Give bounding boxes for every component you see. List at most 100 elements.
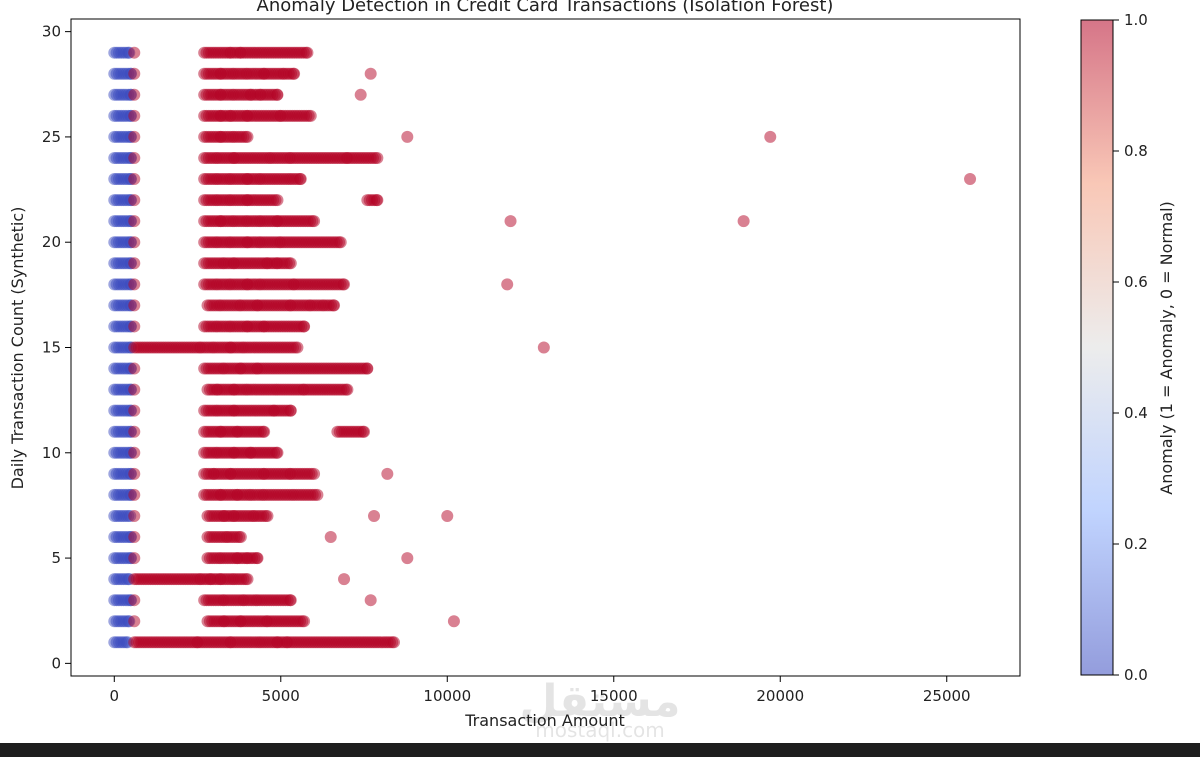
- anomaly-point: [128, 151, 141, 164]
- anomaly-point: [537, 341, 550, 354]
- anomaly-point: [128, 46, 141, 59]
- y-axis-ticks: 0 5 10 15 20 25 30: [42, 23, 71, 672]
- x-tick-label: 5000: [262, 687, 300, 705]
- anomaly-point: [271, 446, 284, 459]
- anomaly-point: [128, 215, 141, 228]
- anomaly-point: [128, 236, 141, 249]
- anomaly-point: [128, 109, 141, 122]
- anomaly-point: [128, 488, 141, 501]
- anomaly-point: [128, 509, 141, 522]
- y-tick-label: 25: [42, 128, 61, 146]
- anomaly-point: [128, 278, 141, 291]
- watermark: مستقل mostaql.com: [520, 676, 681, 742]
- anomaly-point: [284, 404, 297, 417]
- anomaly-point: [234, 531, 247, 544]
- anomaly-point: [341, 383, 354, 396]
- anomaly-point: [241, 573, 254, 586]
- anomaly-point: [128, 467, 141, 480]
- x-axis-ticks: 0 5000 10000 15000 20000 25000: [110, 676, 971, 705]
- anomaly-point: [447, 615, 460, 628]
- colorbar-tick-label: 0.4: [1124, 404, 1148, 422]
- anomaly-point: [737, 215, 750, 228]
- anomaly-point: [504, 215, 517, 228]
- colorbar-tick-label: 1.0: [1124, 11, 1148, 29]
- anomaly-point: [368, 509, 381, 522]
- anomaly-point: [364, 67, 377, 80]
- anomaly-point: [401, 552, 414, 565]
- anomaly-point: [288, 67, 301, 80]
- colorbar-ticks: 0.0 0.2 0.4 0.6 0.8 1.0: [1113, 11, 1148, 684]
- x-axis-label: Transaction Amount: [464, 711, 625, 730]
- colorbar-tick-label: 0.2: [1124, 535, 1148, 553]
- anomaly-point: [241, 130, 254, 143]
- x-tick-label: 10000: [423, 687, 471, 705]
- anomaly-point: [128, 320, 141, 333]
- y-tick-label: 20: [42, 233, 61, 251]
- chart-title: Anomaly Detection in Credit Card Transac…: [257, 0, 834, 16]
- anomaly-point: [328, 299, 341, 312]
- anomaly-point: [128, 194, 141, 207]
- anomaly-point: [764, 130, 777, 143]
- watermark-url: mostaql.com: [535, 718, 665, 742]
- y-tick-label: 10: [42, 444, 61, 462]
- anomaly-point: [381, 467, 394, 480]
- anomaly-point: [371, 194, 384, 207]
- anomaly-point: [128, 531, 141, 544]
- y-tick-label: 5: [51, 549, 61, 567]
- anomaly-point: [258, 425, 271, 438]
- colorbar-tick-label: 0.8: [1124, 142, 1148, 160]
- anomaly-point: [128, 383, 141, 396]
- anomaly-point: [334, 236, 347, 249]
- anomaly-point: [291, 341, 304, 354]
- anomaly-point: [298, 320, 311, 333]
- watermark-logo: مستقل: [520, 676, 681, 727]
- anomaly-point: [128, 404, 141, 417]
- anomaly-point: [354, 88, 367, 101]
- anomaly-point: [128, 552, 141, 565]
- y-axis-label: Daily Transaction Count (Synthetic): [8, 207, 27, 490]
- anomaly-point: [298, 615, 311, 628]
- anomaly-point: [301, 46, 314, 59]
- y-tick-label: 30: [42, 23, 61, 41]
- anomaly-point: [284, 594, 297, 607]
- anomaly-point: [251, 552, 264, 565]
- anomaly-point: [128, 425, 141, 438]
- anomaly-point: [304, 109, 317, 122]
- anomaly-point: [284, 257, 297, 270]
- anomaly-point: [964, 173, 977, 186]
- anomaly-point: [364, 594, 377, 607]
- anomaly-point: [308, 467, 321, 480]
- anomaly-point: [128, 88, 141, 101]
- anomaly-point: [387, 636, 400, 649]
- anomaly-point: [128, 615, 141, 628]
- anomaly-point: [501, 278, 514, 291]
- anomaly-point: [128, 67, 141, 80]
- scatter-points: [108, 46, 977, 649]
- anomaly-point: [361, 362, 374, 375]
- anomaly-point: [128, 594, 141, 607]
- anomaly-point: [271, 194, 284, 207]
- anomaly-point: [401, 130, 414, 143]
- anomaly-point: [371, 151, 384, 164]
- x-tick-label: 15000: [590, 687, 638, 705]
- anomaly-point: [358, 425, 371, 438]
- anomaly-point: [441, 509, 454, 522]
- anomaly-point: [338, 278, 351, 291]
- colorbar: [1080, 19, 1114, 676]
- anomaly-point: [308, 215, 321, 228]
- anomaly-point: [128, 362, 141, 375]
- colorbar-tick-label: 0.6: [1124, 273, 1148, 291]
- colorbar-tick-label: 0.0: [1124, 666, 1148, 684]
- bottom-strip: [0, 743, 1200, 757]
- colorbar-label: Anomaly (1 = Anomaly, 0 = Normal): [1157, 201, 1176, 495]
- y-tick-label: 0: [51, 654, 61, 672]
- x-tick-label: 25000: [923, 687, 971, 705]
- anomaly-point: [128, 446, 141, 459]
- anomaly-point: [271, 88, 284, 101]
- anomaly-point: [261, 509, 274, 522]
- anomaly-point: [128, 257, 141, 270]
- y-tick-label: 15: [42, 339, 61, 357]
- x-tick-label: 0: [110, 687, 120, 705]
